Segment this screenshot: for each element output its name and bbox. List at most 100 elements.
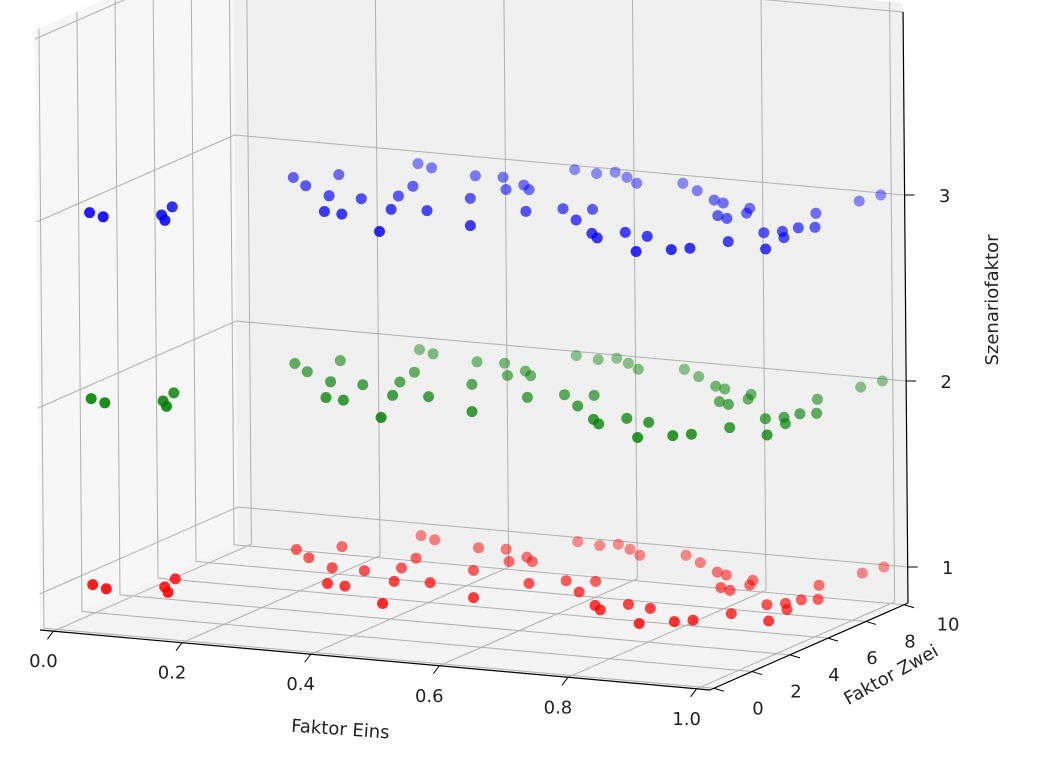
data-point-z3 (587, 203, 598, 215)
x-tick-mark (561, 676, 569, 686)
x-tick-label: 0.0 (29, 651, 58, 672)
z-tick-label: 2 (940, 372, 951, 393)
data-point-z2 (794, 408, 806, 420)
x-tick-mark (432, 665, 440, 675)
data-point-z2 (334, 355, 346, 367)
data-point-z2 (423, 391, 435, 403)
data-point-z3 (712, 210, 724, 222)
data-point-z3 (385, 203, 397, 215)
data-point-z2 (611, 352, 623, 364)
y-tick-mark (789, 654, 801, 659)
data-point-z3 (520, 205, 532, 217)
y-tick-label: 6 (866, 648, 877, 669)
data-point-z1 (878, 561, 890, 573)
data-point-z3 (464, 220, 476, 232)
grid-line-top (34, 0, 904, 40)
grid-line-x (439, 0, 638, 667)
data-point-z2 (466, 378, 478, 390)
data-point-z1 (594, 604, 606, 616)
y-axis-label: Faktor Zwei (841, 641, 943, 710)
data-point-z2 (593, 418, 605, 430)
data-point-z3 (630, 246, 642, 257)
data-point-z3 (323, 190, 335, 202)
data-point-z1 (523, 577, 535, 589)
x-axis-line (39, 629, 711, 691)
grid-line-x (567, 0, 767, 678)
data-point-z1 (594, 540, 606, 551)
data-point-z2 (779, 418, 791, 430)
data-point-z3 (469, 170, 481, 182)
y-tick-mark (903, 604, 915, 609)
data-point-z2 (289, 358, 301, 369)
data-point-z3 (792, 222, 804, 234)
data-point-z3 (641, 230, 653, 242)
data-point-z3 (778, 232, 790, 244)
grid-line-z (37, 320, 907, 409)
data-point-z2 (759, 413, 771, 425)
data-point-z1 (795, 594, 807, 606)
grid-lines (34, 0, 908, 690)
grid-line-x (181, 0, 381, 644)
data-point-z2 (375, 412, 387, 423)
data-point-z3 (159, 214, 171, 226)
back-pane (233, 0, 908, 603)
data-point-z1 (526, 556, 538, 568)
data-point-z1 (572, 536, 584, 548)
data-point-z1 (100, 583, 112, 595)
data-point-z1 (622, 598, 634, 610)
data-point-z3 (407, 180, 419, 192)
data-point-z3 (875, 189, 887, 201)
data-point-z2 (719, 383, 731, 395)
data-point-z1 (763, 615, 775, 627)
grid-line-x (310, 0, 510, 655)
z-tick-label: 3 (939, 186, 950, 207)
data-point-z3 (621, 171, 633, 183)
data-point-z3 (355, 193, 367, 205)
data-point-z1 (761, 599, 773, 611)
data-point-z1 (336, 541, 348, 553)
data-point-z3 (300, 180, 312, 192)
data-point-z2 (678, 363, 690, 375)
data-point-z3 (97, 211, 109, 223)
data-point-z1 (468, 592, 479, 604)
data-point-z1 (687, 614, 699, 626)
data-point-z1 (339, 580, 351, 592)
x-tick-mark (47, 630, 54, 640)
data-point-z1 (644, 602, 656, 614)
data-point-z2 (685, 428, 697, 440)
data-point-z3 (333, 169, 345, 181)
data-point-z3 (591, 232, 603, 244)
data-point-z2 (320, 392, 332, 403)
data-point-z1 (503, 556, 515, 567)
data-point-z2 (408, 366, 420, 378)
x-tick-mark (175, 642, 183, 652)
data-point-z1 (467, 564, 479, 576)
grid-line-y (190, 0, 867, 622)
data-point-z1 (612, 538, 624, 550)
axis-lines (39, 11, 909, 691)
y-tick-mark (827, 637, 839, 642)
data-point-z2 (525, 370, 537, 382)
data-point-z2 (811, 393, 823, 405)
x-tick-label: 0.8 (544, 697, 573, 718)
data-point-z2 (588, 389, 600, 401)
data-point-z3 (809, 221, 821, 233)
y-tick-label: 8 (904, 631, 915, 652)
grid-line-z (39, 506, 908, 595)
data-point-z1 (725, 608, 737, 620)
data-point-z2 (621, 412, 633, 424)
data-point-z3 (374, 226, 385, 237)
grid-line-z (36, 134, 905, 223)
data-point-z2 (722, 398, 734, 410)
x-tick-label: 0.4 (286, 674, 315, 695)
data-point-z3 (500, 184, 512, 195)
data-point-z1 (856, 567, 868, 579)
data-point-z2 (387, 389, 399, 401)
data-point-z2 (724, 422, 736, 434)
x-tick-label: 1.0 (672, 709, 701, 730)
data-point-z3 (570, 214, 582, 226)
data-point-z3 (464, 192, 476, 204)
data-point-z1 (781, 604, 793, 616)
data-point-z1 (711, 566, 723, 578)
